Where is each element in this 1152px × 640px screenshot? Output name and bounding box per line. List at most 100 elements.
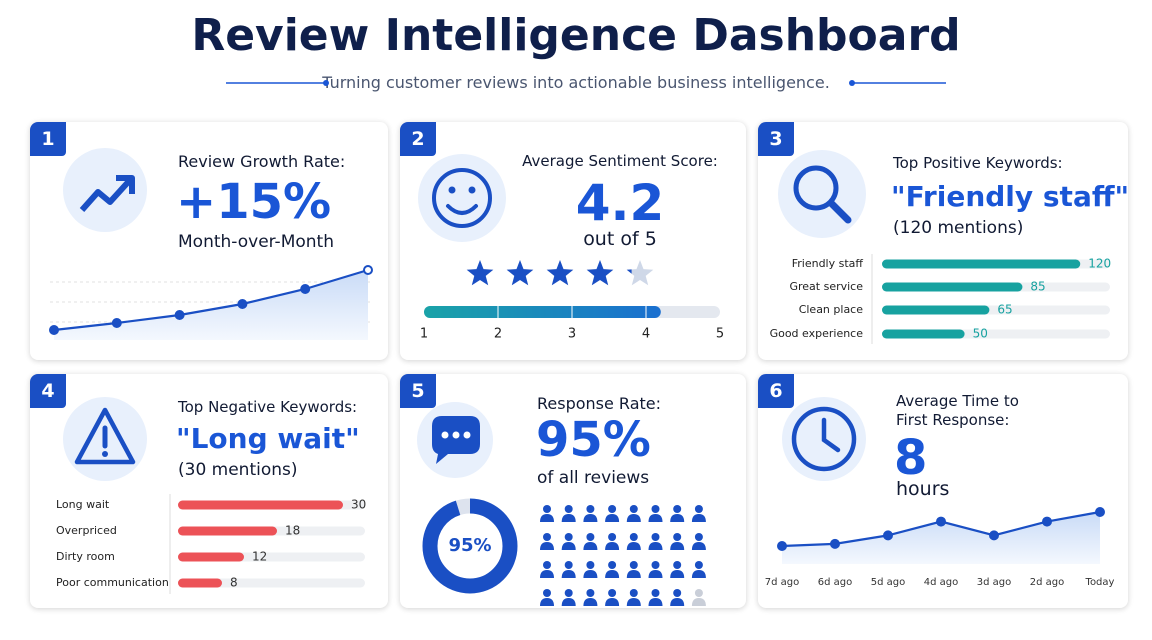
bar-value: 120	[1088, 257, 1111, 271]
card-caption: hours	[896, 478, 950, 500]
person-head	[564, 561, 573, 569]
line-point	[1042, 516, 1052, 527]
person-body	[626, 598, 641, 606]
person-head	[586, 505, 595, 513]
line-point	[49, 325, 59, 335]
person-icon	[561, 589, 576, 606]
card-title: Top Positive Keywords:	[893, 154, 1063, 172]
star-empty	[626, 260, 654, 286]
line-point	[363, 265, 373, 275]
person-icon	[540, 589, 554, 606]
x-tick-label: 2	[494, 327, 502, 342]
person-body	[605, 598, 620, 606]
person-body	[605, 514, 620, 522]
person-body	[561, 570, 576, 578]
person-icon	[626, 505, 641, 522]
card-caption: of all reviews	[537, 468, 650, 488]
bar-label: Good experience	[770, 327, 864, 340]
card-caption: (120 mentions)	[893, 218, 1024, 238]
x-tick-label: 1	[420, 327, 428, 342]
person-icon	[561, 561, 576, 578]
person-icon	[626, 533, 641, 550]
person-body	[691, 514, 706, 522]
person-head	[651, 589, 660, 597]
line-point	[989, 530, 999, 541]
person-head	[608, 505, 617, 513]
person-head	[694, 589, 703, 597]
bar-value: 8	[230, 576, 238, 590]
bar	[178, 500, 343, 510]
person-icon	[583, 561, 598, 578]
person-icon	[561, 505, 576, 522]
person-head	[608, 533, 617, 541]
person-icon	[605, 561, 620, 578]
line-area	[54, 270, 368, 340]
badge: 3	[758, 122, 794, 156]
person-body	[648, 598, 663, 606]
person-icon	[605, 533, 620, 550]
person-body	[540, 542, 554, 550]
score-bar	[424, 306, 661, 318]
card: Long wait 30 Overpriced 18 Dirty room 12 Poor …	[30, 374, 388, 608]
person-head	[673, 561, 682, 569]
person-head	[651, 561, 660, 569]
donut-label: 95%	[448, 535, 491, 556]
person-head	[564, 533, 573, 541]
person-body	[626, 570, 641, 578]
person-body	[583, 514, 598, 522]
person-head	[651, 505, 660, 513]
card-title: Review Growth Rate:	[178, 152, 346, 171]
badge: 4	[30, 374, 66, 408]
person-body	[605, 542, 620, 550]
person-head	[694, 505, 703, 513]
line-point	[174, 310, 185, 320]
person-head	[564, 505, 573, 513]
card-graphics: 1 2 3 4 5	[418, 154, 724, 342]
bar	[178, 526, 277, 536]
bar-label: Clean place	[799, 303, 864, 316]
person-head	[543, 533, 551, 541]
bar	[882, 259, 1081, 269]
page-title: Review Intelligence Dashboard	[191, 10, 961, 61]
card-value: 4.2	[575, 174, 665, 232]
bar-value: 12	[252, 550, 267, 564]
person-body	[540, 514, 554, 522]
person-head	[586, 589, 595, 597]
person-icon	[648, 589, 663, 606]
person-icon	[540, 505, 554, 522]
person-head	[608, 589, 617, 597]
person-icon	[691, 589, 706, 606]
x-tick-label: 7d ago	[765, 577, 799, 588]
person-icon	[561, 533, 576, 550]
person-icon	[691, 505, 706, 522]
card-caption: Month-over-Month	[178, 232, 334, 252]
star	[586, 260, 614, 286]
x-tick-label: 4	[642, 327, 650, 342]
x-tick-label: 2d ago	[1030, 577, 1064, 588]
bar-value: 18	[285, 524, 300, 538]
person-icon	[605, 589, 620, 606]
person-body	[670, 542, 685, 550]
person-body	[540, 598, 554, 606]
x-tick-label: Today	[1085, 577, 1115, 588]
bar-label: Poor communication	[56, 576, 169, 589]
card: 95% 5 Response Rate: 95% of all reviews	[400, 374, 746, 608]
person-body	[670, 598, 685, 606]
person-icon	[691, 533, 706, 550]
bar	[178, 578, 222, 588]
bar	[882, 305, 990, 315]
x-tick-label: 3d ago	[977, 577, 1011, 588]
x-tick-label: 4d ago	[924, 577, 958, 588]
person-body	[648, 570, 663, 578]
person-icon	[626, 589, 641, 606]
card-caption: out of 5	[583, 228, 657, 250]
person-body	[691, 598, 706, 606]
person-body	[583, 598, 598, 606]
person-body	[561, 542, 576, 550]
person-head	[586, 561, 595, 569]
card-title: Top Negative Keywords:	[178, 398, 358, 416]
person-body	[670, 570, 685, 578]
person-icon	[626, 561, 641, 578]
bar-value: 65	[997, 303, 1012, 317]
